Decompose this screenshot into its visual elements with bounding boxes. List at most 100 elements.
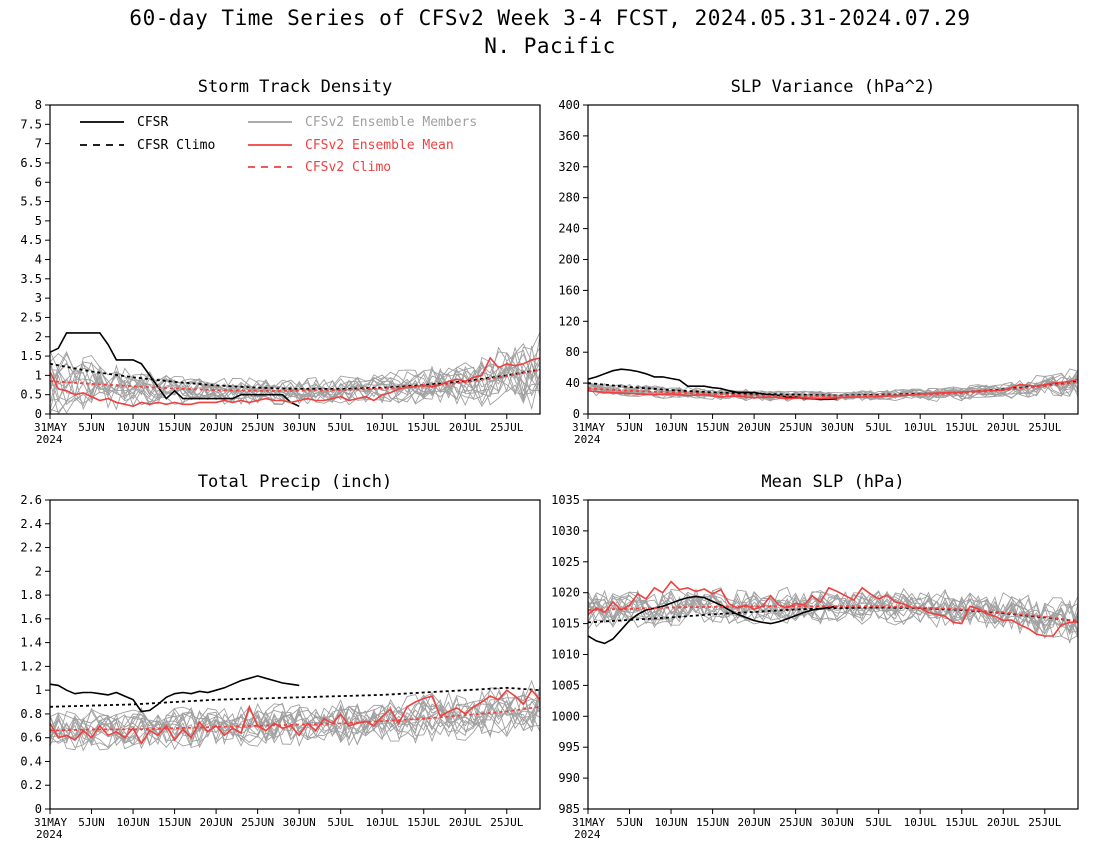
cfsv2-climo-line: [50, 368, 540, 392]
y-tick-label: 240: [558, 222, 580, 236]
ensemble-member-line: [588, 590, 1078, 632]
x-tick-label: 15JUL: [407, 421, 440, 434]
x-tick-label: 5JUN: [78, 421, 105, 434]
y-tick-label: 1010: [551, 648, 580, 662]
panel-storm-track: Storm Track Density 0 0.5 1 1.5 2 2.5 3 3.5 4 4.5 5…: [20, 77, 541, 446]
y-tick-label: 6: [35, 175, 42, 189]
y-tick-label: 2.6: [20, 493, 42, 507]
ensemble-member-line: [588, 590, 1078, 635]
x-year-label: 2024: [574, 433, 601, 446]
x-year-label: 2024: [574, 828, 601, 841]
y-tick-label: 995: [558, 740, 580, 754]
x-tick-label: 10JUL: [366, 816, 399, 829]
x-tick-label: 25JUL: [1028, 421, 1061, 434]
cfsv2-climo-line: [588, 605, 1078, 622]
x-tick-label: 30JUN: [283, 421, 316, 434]
panel-total-precip: Total Precip (inch) 0 0.2 0.4 0.6 0.8 1 1.2 1.4 1…: [20, 472, 541, 841]
y-tick-label: 1000: [551, 709, 580, 723]
y-tick-label: 7: [35, 137, 42, 151]
y-tick-label: 320: [558, 160, 580, 174]
figure-title: 60-day Time Series of CFSv2 Week 3-4 FCS…: [0, 4, 1100, 60]
y-tick-label: 8: [35, 98, 42, 112]
x-tick-label: 5JUL: [327, 421, 354, 434]
y-tick-label: 160: [558, 283, 580, 297]
x-tick-label: 15JUL: [407, 816, 440, 829]
plot-area-total-precip: [50, 675, 540, 752]
y-tick-label: 7.5: [20, 117, 42, 131]
y-tick-label: 0.4: [20, 754, 42, 768]
y-tick-label: 1.4: [20, 636, 42, 650]
y-tick-label: 0: [573, 407, 580, 421]
cfsv2-climo-line: [50, 705, 540, 732]
figure-title-line1: 60-day Time Series of CFSv2 Week 3-4 FCS…: [129, 6, 971, 30]
y-tick-label: 2: [35, 564, 42, 578]
ensemble-member-line: [50, 350, 540, 399]
cfsr-line: [50, 675, 300, 713]
x-tick-label: 20JUL: [449, 816, 482, 829]
x-tick-label: 20JUL: [449, 421, 482, 434]
y-tick-label: 40: [566, 376, 580, 390]
x-tick-label: 31MAY: [572, 816, 605, 829]
y-tick-label: 1025: [551, 555, 580, 569]
ensemble-member-line: [50, 690, 540, 741]
y-tick-label: 985: [558, 802, 580, 816]
y-tick-label: 2.2: [20, 541, 42, 555]
y-tick-label: 3.5: [20, 272, 42, 286]
plot-frame: [49, 104, 541, 415]
y-tick-label: 5.5: [20, 195, 42, 209]
y-tick-label: 1020: [551, 586, 580, 600]
legend: CFSR CFSR Climo CFSv2 Ensemble Members CFSv…: [80, 115, 477, 175]
x-tick-label: 10JUL: [366, 421, 399, 434]
cfsv2-ensemble-mean-line: [588, 378, 1078, 400]
x-tick-label: 15JUN: [696, 816, 729, 829]
ensemble-member-line: [50, 362, 540, 414]
x-tick-label: 15JUN: [158, 816, 191, 829]
x-tick-label: 20JUL: [987, 421, 1020, 434]
y-tick-label: 2: [35, 330, 42, 344]
x-tick-label: 20JUN: [738, 421, 771, 434]
x-tick-label: 5JUL: [865, 421, 892, 434]
x-tick-label: 20JUL: [987, 816, 1020, 829]
cfsr-climo-line: [50, 686, 540, 708]
x-tick-label: 20JUN: [738, 816, 771, 829]
plot-area-slp-variance: [588, 368, 1078, 402]
x-tick-label: 25JUL: [1028, 816, 1061, 829]
x-tick-label: 25JUN: [241, 421, 274, 434]
legend-cfsv2-climo-label: CFSv2 Climo: [305, 160, 391, 175]
plot-area-mean-slp: [588, 580, 1078, 645]
ensemble-member-line: [588, 596, 1078, 641]
y-tick-label: 1.8: [20, 588, 42, 602]
y-tick-label: 360: [558, 129, 580, 143]
cfsr-line: [588, 368, 838, 401]
y-tick-label: 0.6: [20, 731, 42, 745]
ensemble-member-line: [588, 591, 1078, 629]
y-tick-label: 990: [558, 771, 580, 785]
y-tick-label: 4: [35, 253, 42, 267]
y-tick-label: 80: [566, 345, 580, 359]
y-tick-label: 4.5: [20, 233, 42, 247]
x-tick-label: 15JUL: [945, 816, 978, 829]
y-tick-label: 280: [558, 191, 580, 205]
y-tick-label: 1030: [551, 524, 580, 538]
y-tick-label: 1005: [551, 678, 580, 692]
cfsv2-ensemble-mean-line: [50, 356, 540, 408]
y-tick-label: 1.6: [20, 612, 42, 626]
x-tick-label: 31MAY: [34, 816, 67, 829]
x-tick-label: 31MAY: [34, 421, 67, 434]
y-tick-label: 2.4: [20, 517, 42, 531]
y-tick-label: 6.5: [20, 156, 42, 170]
x-tick-label: 10JUL: [904, 421, 937, 434]
ensemble-member-line: [588, 593, 1078, 635]
ensemble-member-line: [50, 691, 540, 745]
x-tick-label: 5JUL: [327, 816, 354, 829]
y-tick-label: 1015: [551, 617, 580, 631]
legend-ens-mean-label: CFSv2 Ensemble Mean: [305, 138, 454, 153]
x-year-label: 2024: [36, 828, 63, 841]
y-tick-label: 200: [558, 253, 580, 267]
panel-title: Total Precip (inch): [198, 472, 392, 492]
y-tick-label: 0.8: [20, 707, 42, 721]
panel-mean-slp: Mean SLP (hPa) 985 990 995 1000 1005 1010 1015 1…: [551, 472, 1079, 841]
y-tick-label: 0.2: [20, 778, 42, 792]
x-tick-label: 10JUN: [654, 816, 687, 829]
